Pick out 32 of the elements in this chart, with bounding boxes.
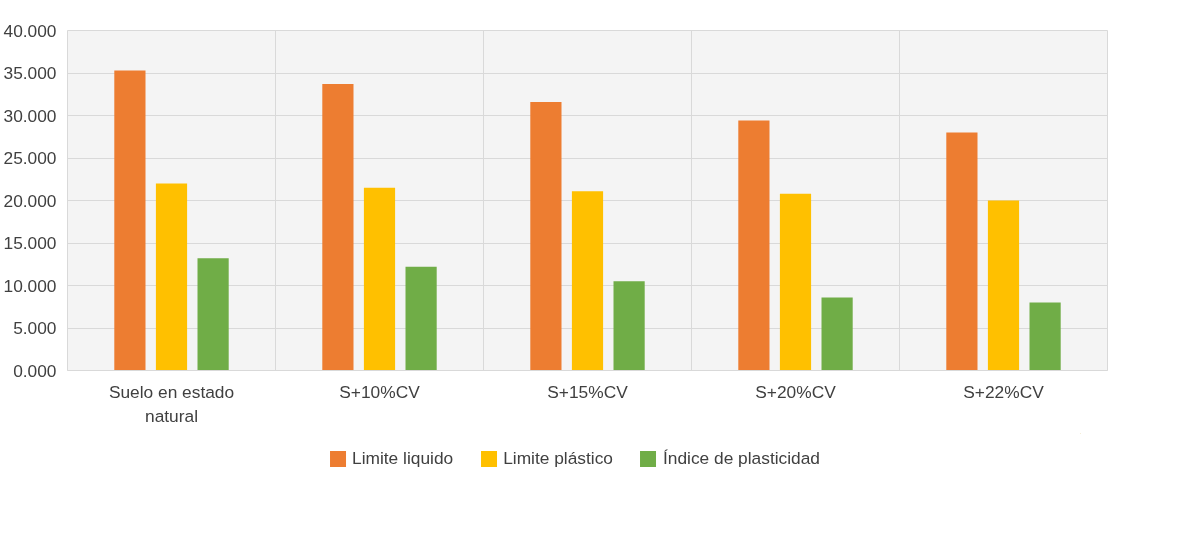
bar	[613, 281, 645, 371]
bar	[363, 187, 396, 371]
y-tick-label: 20.000	[3, 190, 57, 211]
bar	[322, 84, 354, 371]
bar	[738, 120, 770, 371]
bar	[987, 200, 1020, 371]
y-tick-label: 35.000	[3, 63, 57, 83]
y-tick-label: 0.000	[13, 360, 57, 381]
y-tick-label: 30.000	[3, 105, 57, 126]
bar	[946, 132, 978, 371]
bar	[821, 297, 853, 371]
bar	[779, 193, 812, 371]
x-tick-label: S+22%CV	[963, 381, 1045, 402]
legend-label: Limite plástico	[503, 447, 613, 469]
bar	[571, 191, 604, 371]
x-tick-label: S+20%CV	[755, 381, 837, 402]
x-tick-label: S+15%CV	[547, 381, 629, 402]
bar	[155, 183, 188, 371]
bar	[197, 258, 229, 371]
y-tick-label: 5.000	[13, 318, 57, 338]
bar	[405, 266, 437, 371]
bar	[114, 70, 146, 371]
y-tick-label: 10.000	[3, 275, 57, 296]
bar	[530, 101, 562, 371]
legend-label: Limite liquido	[352, 447, 454, 469]
y-tick-label: 40.000	[3, 20, 57, 41]
bar	[1029, 302, 1061, 371]
x-tick-label: S+10%CV	[339, 381, 421, 402]
legend-label: Índice de plasticidad	[662, 447, 820, 469]
y-tick-label: 15.000	[3, 233, 57, 253]
x-tick-label: Suelo en estado natural	[108, 381, 235, 426]
y-tick-label: 25.000	[3, 148, 57, 168]
